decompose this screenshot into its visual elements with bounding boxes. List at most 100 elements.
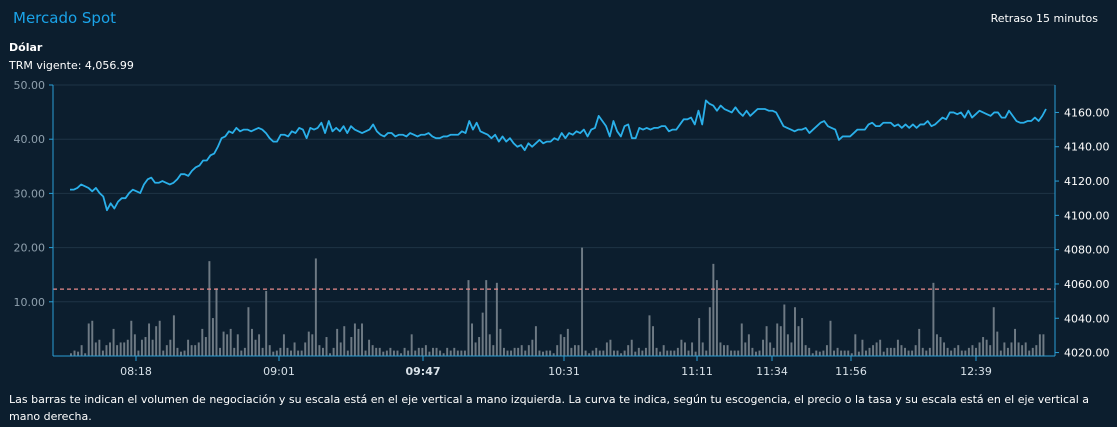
volume-bar [226,334,229,356]
volume-bar [623,350,626,356]
volume-bar [190,345,193,356]
volume-bar [520,345,523,356]
volume-bar [786,334,789,356]
volume-bar [172,315,175,356]
volume-bar [652,326,654,356]
volume-bar [1024,342,1027,356]
volume-bar [868,347,871,356]
volume-bar [371,345,374,356]
volume-bar [211,318,214,356]
volume-bar [967,347,970,356]
volume-bar [77,351,80,356]
volume-bar [73,350,76,356]
volume-bar [694,351,697,356]
volume-bar [378,347,381,356]
volume-bar [165,345,168,356]
right-tick-label: 4120.00 [1064,175,1110,188]
volume-bar [517,347,520,356]
volume-bar [801,318,804,356]
volume-bar [613,350,615,356]
volume-bar [162,350,165,356]
volume-bar [854,334,857,356]
volume-bar [424,345,427,356]
volume-bar [875,342,878,356]
volume-bar [158,320,161,356]
volume-bar [811,353,814,356]
volume-bar [581,247,584,356]
volume-bar [467,280,470,356]
volume-bar [794,307,796,356]
volume-bar [896,339,899,356]
left-axis-ticks: 10.00 20.00 30.00 40.00 50.00 [14,79,53,309]
volume-bar [1038,334,1041,356]
volume-bar [219,347,222,356]
volume-bar [886,347,889,356]
volume-bar [87,323,90,356]
volume-bar [754,351,757,356]
volume-bar [478,337,481,356]
volume-bar [708,307,711,356]
trm-label: TRM vigente: 4,056.99 [9,59,134,72]
volume-bar [453,347,456,356]
volume-bar [1017,342,1020,356]
volume-bar [776,323,779,356]
volume-bar [687,350,690,356]
volume-bar [683,342,686,356]
volume-bar [243,347,246,356]
volume-bar [598,350,601,356]
volume-bar [542,351,544,356]
volume-bar [928,347,931,356]
volume-bar [953,347,956,356]
volume-bar [996,331,999,356]
left-tick-label: 10.00 [14,296,46,309]
volume-bar [680,339,683,356]
volume-bar [620,353,623,356]
x-tick-label: 12:39 [960,365,992,378]
volume-bar [403,347,406,356]
volume-bar [939,337,942,356]
volume-bar [105,345,108,356]
volume-bar [1028,350,1031,356]
volume-bar [116,345,119,356]
volume-bar [850,353,853,356]
volume-bar [783,304,786,356]
volume-bar [627,345,630,356]
volume-bar [435,347,438,356]
volume-bar [1031,347,1034,356]
right-tick-label: 4060.00 [1064,278,1110,291]
volume-bar [510,350,513,356]
volume-bar [730,350,733,356]
spot-chart[interactable]: 10.00 20.00 30.00 40.00 50.00 4020.00 4040.00… [0,76,1117,386]
volume-bar [495,282,498,356]
volume-bar [417,347,420,356]
volume-bar [91,320,94,356]
volume-bar [339,342,342,356]
x-tick-label: 08:18 [120,365,152,378]
volume-bar [236,334,239,356]
volume-bar [321,347,324,356]
volume-bar [290,350,292,356]
volume-bar [98,339,101,356]
volume-bar [311,334,314,356]
volume-bar [865,350,867,356]
volume-bar [251,328,253,356]
volume-bar [187,339,190,356]
volume-bar [712,263,715,356]
volume-bar [151,339,154,356]
volume-bar [208,261,211,356]
volume-bar [286,347,289,356]
volume-bar [183,350,186,356]
x-tick-label: 11:56 [835,365,867,378]
volume-bar [307,331,310,356]
volume-bar [414,350,417,356]
volume-bar [769,342,772,356]
volume-bar [350,337,353,356]
volume-bar [644,347,647,356]
volume-bar [552,353,555,356]
volume-bar [630,339,633,356]
volume-bar [818,351,821,356]
volume-bar [375,347,378,356]
price-line[interactable] [70,99,1047,212]
volume-bar [637,347,640,356]
volume-bar [318,345,321,356]
